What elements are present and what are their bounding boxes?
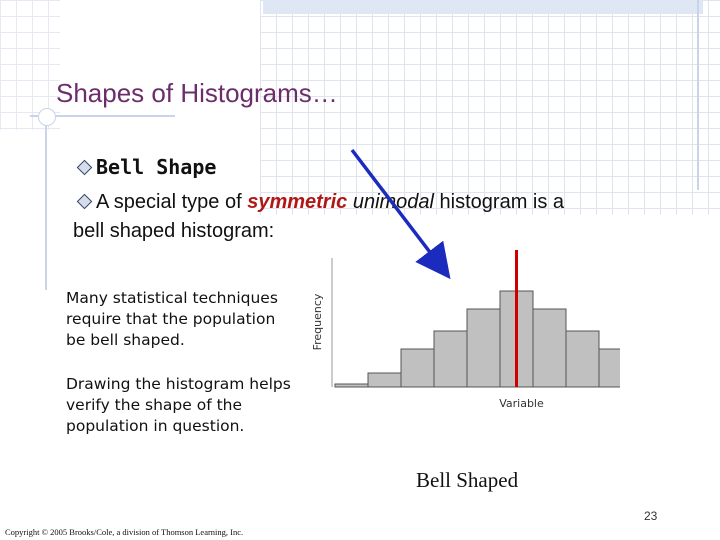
histogram-bar — [598, 348, 620, 388]
copyright-text: Copyright © 2005 Brooks/Cole, a division… — [5, 527, 244, 537]
histogram-bar — [532, 308, 567, 388]
histogram-bar — [565, 330, 600, 388]
bullet-bell-shape: Bell Shape — [75, 155, 216, 179]
histogram-bar — [367, 372, 402, 388]
bullet-continuation: bell shaped histogram: — [73, 220, 275, 242]
decorative-line-vertical — [45, 110, 47, 290]
page-number: 23 — [644, 509, 658, 523]
chart-caption: Bell Shaped — [416, 468, 519, 492]
y-axis-label: Frequency — [311, 293, 324, 350]
highlight-symmetric: symmetric — [247, 191, 348, 213]
slide-title: Shapes of Histograms… — [56, 78, 338, 108]
background-grid — [260, 0, 720, 215]
histogram-bar — [433, 330, 468, 388]
note-techniques: Many statistical techniques require that… — [66, 289, 278, 349]
bullet-special-type: A special type of symmetric unimodal his… — [75, 191, 564, 214]
decorative-line-horizontal — [30, 115, 175, 117]
histogram-bar — [466, 308, 501, 388]
histogram-bar — [334, 383, 369, 388]
bullet-text-post: histogram is a — [434, 191, 565, 213]
decorative-line-right — [697, 0, 699, 190]
highlight-unimodal: unimodal — [352, 191, 434, 213]
bullet-text-pre: A special type of — [96, 191, 248, 213]
histogram-bar — [400, 348, 435, 388]
diamond-bullet-icon — [76, 159, 93, 176]
histogram-chart: Variable Frequency — [311, 250, 620, 410]
x-axis-label: Variable — [499, 397, 544, 410]
decorative-circle — [38, 108, 56, 126]
decorative-band — [263, 0, 703, 14]
diamond-bullet-icon — [76, 193, 93, 210]
bullet-text: Bell Shape — [96, 155, 217, 179]
note-verify: Drawing the histogram helps verify the s… — [66, 375, 291, 435]
